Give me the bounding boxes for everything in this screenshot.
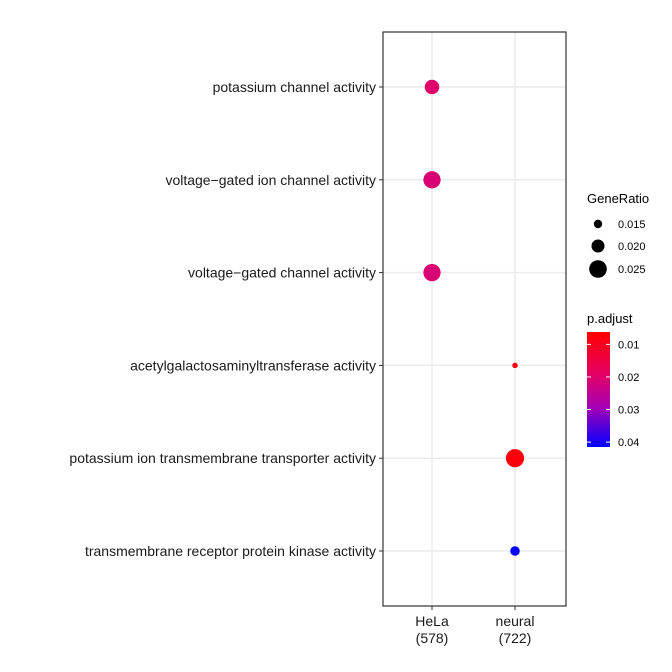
x-tick-label: HeLa	[415, 613, 449, 629]
x-axis: HeLa(578) neural(722)	[415, 606, 534, 646]
data-point	[510, 546, 520, 556]
data-point	[512, 362, 518, 369]
data-points	[423, 79, 525, 556]
data-point	[424, 79, 440, 95]
size-legend-label: 0.020	[618, 241, 646, 253]
data-point	[423, 171, 441, 189]
size-legend-key	[593, 219, 603, 229]
x-tick-count: (722)	[499, 630, 532, 646]
size-legend-key	[589, 260, 607, 278]
y-tick-label: transmembrane receptor protein kinase ac…	[85, 543, 376, 559]
color-legend: p.adjust 0.01 0.02 0.03 0.04	[587, 311, 639, 449]
grid-lines	[383, 32, 566, 606]
size-legend: GeneRatio 0.015 0.020 0.025	[587, 191, 649, 278]
y-axis: potassium channel activity voltage−gated …	[69, 79, 383, 559]
size-legend-key	[591, 239, 605, 253]
y-tick-label: potassium ion transmembrane transporter …	[69, 450, 376, 466]
color-legend-label: 0.03	[618, 405, 639, 417]
color-legend-label: 0.04	[618, 437, 639, 449]
panel-border	[382, 31, 567, 607]
data-point	[423, 263, 441, 282]
color-legend-bar	[587, 332, 610, 447]
y-tick-label: voltage−gated channel activity	[188, 265, 376, 281]
x-tick-count: (578)	[416, 630, 449, 646]
y-tick-label: voltage−gated ion channel activity	[165, 172, 376, 188]
size-legend-label: 0.015	[618, 219, 646, 231]
size-legend-title: GeneRatio	[587, 191, 649, 206]
color-legend-label: 0.01	[618, 339, 639, 351]
color-legend-label: 0.02	[618, 372, 639, 384]
y-tick-label: potassium channel activity	[213, 79, 376, 95]
y-tick-label: acetylgalactosaminyltransferase activity	[130, 357, 376, 373]
data-point	[505, 449, 525, 468]
size-legend-label: 0.025	[618, 264, 646, 276]
color-legend-title: p.adjust	[587, 311, 633, 326]
x-tick-label: neural	[496, 613, 535, 629]
